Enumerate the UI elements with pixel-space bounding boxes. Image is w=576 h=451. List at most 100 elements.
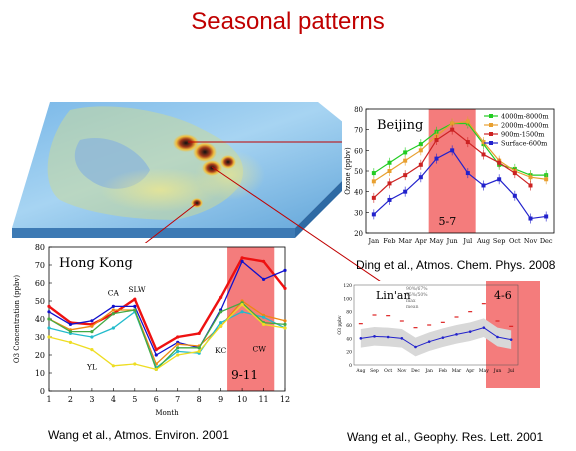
x-tick-label: Jul [507,368,515,374]
data-point [283,326,287,330]
x-tick-label: 7 [175,395,180,404]
x-tick-label: Apr [465,368,475,374]
data-point [283,286,287,290]
data-point [261,315,266,319]
x-tick-label: Apr [414,237,428,245]
data-point [47,317,51,321]
y-tick-label: 80 [354,106,363,114]
data-point [197,331,201,335]
highlight-label: 4-6 [494,289,512,302]
data-point [261,259,266,263]
data-point [371,212,376,217]
y-tick-label: 60 [354,147,363,155]
data-point [154,353,158,357]
x-tick-label: Jun [493,368,502,374]
y-tick-label: 60 [35,279,45,288]
x-tick-label: 8 [197,395,202,404]
y-tick-label: 0 [40,387,45,396]
y-tick-label: 50 [35,297,45,306]
data-point [261,322,266,326]
data-point [434,138,439,142]
data-point [47,326,51,330]
connector-hongkong [142,203,197,246]
series-line [48,303,286,371]
y-axis-label: O3 Concentration (ppbv) [13,275,21,364]
series-line [373,149,547,220]
data-point [528,216,533,221]
data-point [371,179,376,184]
hotspot-east [220,155,236,169]
data-point [544,214,549,219]
data-point [154,367,158,371]
panel-label: Beijing [377,118,423,133]
y-axis-label: O3 ppbv [337,315,343,335]
chart-linan: 0 20 40 60 80 100 120 Aug Sep Oct Nov Dec Jan Feb Mar A… [336,281,540,388]
legend-label: max [406,299,416,304]
data-point [133,362,137,366]
data-point [403,158,408,163]
data-point [90,319,94,323]
y-tick-label: 120 [343,283,352,289]
data-point [283,322,287,326]
legend-label: 90%/67% [406,286,428,292]
percentile-band [360,318,512,357]
y-tick-label: 30 [354,209,363,217]
series-annotation: CW [253,344,267,353]
y-tick-label: 40 [354,189,363,197]
data-point [387,160,392,165]
data-point [176,349,180,353]
x-tick-label: Sep [370,368,379,374]
x-tick-label: 4 [111,395,116,404]
series-annotation: CA [108,289,120,298]
data-point [450,127,455,132]
panel-label: Lin'an [376,289,411,302]
hotspot-beijing [173,134,199,152]
data-point [434,156,439,161]
caption-hongkong: Wang et al., Atmos. Environ. 2001 [48,428,229,442]
x-tick-label: 6 [154,395,159,404]
y-tick-label: 40 [35,315,45,324]
data-point [90,335,94,339]
data-point [90,348,94,352]
x-tick-label: 3 [89,395,94,404]
data-point [68,340,73,344]
data-point [111,308,115,312]
series-line [360,327,512,348]
data-point [219,324,223,328]
series-annotation: KC [215,346,226,355]
x-tick-label: 10 [237,395,247,404]
data-point [90,324,94,328]
data-point [528,183,533,188]
x-tick-label: Mar [398,237,413,245]
map-edge-front [12,228,295,238]
data-point [111,304,115,308]
data-point [450,121,455,126]
legend-marker [489,132,493,136]
y-tick-label: 20 [354,230,363,238]
data-point [90,330,94,334]
x-tick-label: Aug [355,368,365,374]
data-point [418,162,423,167]
data-point [403,173,408,178]
hotspot-north-china [193,142,217,162]
x-tick-label: Jan [367,237,379,245]
data-point [450,148,455,153]
data-point [283,319,287,323]
legend-label: 900m-1500m [501,131,544,139]
x-tick-label: Aug [476,237,490,245]
caption-beijing: Ding et al., Atmos. Chem. Phys. 2008 [356,258,556,272]
series-line [48,256,286,352]
hotspot-yangtze [202,160,222,176]
data-point [468,330,472,333]
data-point [197,346,201,350]
data-point [47,304,51,308]
x-tick-label: Oct [509,237,521,245]
data-point [240,310,244,314]
data-point [497,160,502,165]
data-point [154,348,158,352]
data-point [509,338,513,341]
data-point [197,349,201,353]
data-point [133,308,137,312]
data-point [387,181,392,186]
